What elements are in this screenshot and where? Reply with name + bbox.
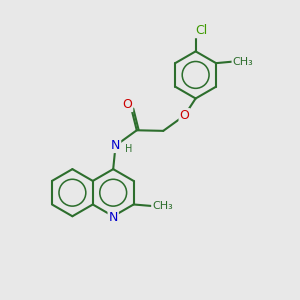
Text: N: N — [111, 139, 120, 152]
Text: O: O — [179, 109, 189, 122]
Text: Cl: Cl — [195, 24, 207, 37]
Text: CH₃: CH₃ — [152, 201, 173, 211]
Text: N: N — [109, 211, 118, 224]
Text: O: O — [122, 98, 132, 111]
Text: H: H — [125, 144, 132, 154]
Text: CH₃: CH₃ — [232, 57, 253, 67]
